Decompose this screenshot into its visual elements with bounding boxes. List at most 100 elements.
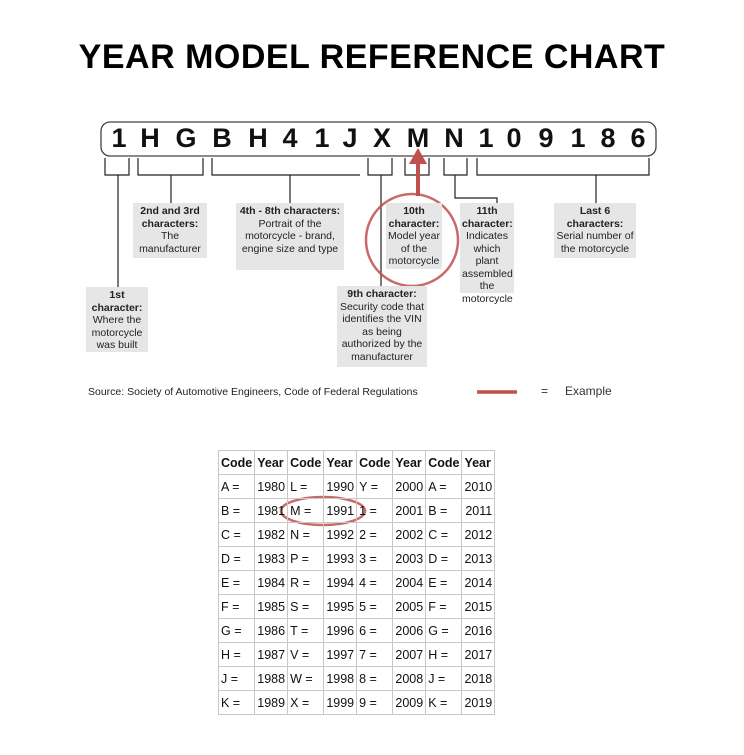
- year-cell: 2011: [461, 498, 496, 523]
- code-cell: C =: [217, 522, 256, 547]
- code-cell: 9 =: [356, 690, 394, 715]
- vin-character: 9: [538, 123, 554, 153]
- year-cell: 2007: [392, 642, 427, 667]
- bracket-last6: [476, 158, 650, 204]
- year-cell: 1997: [323, 642, 358, 667]
- column-header: Year: [461, 450, 496, 475]
- code-cell: 6 =: [356, 618, 394, 643]
- code-cell: K =: [217, 690, 256, 715]
- year-cell: 2019: [461, 690, 496, 715]
- code-cell: L =: [287, 474, 325, 499]
- code-cell: H =: [217, 642, 256, 667]
- code-cell: B =: [425, 498, 463, 523]
- year-cell: 2000: [392, 474, 427, 499]
- label-heading: 10th character:: [388, 205, 440, 230]
- year-code-table: Code Year Code Year Code Year Code Year A = 1980…: [217, 450, 496, 715]
- year-cell: 2005: [392, 594, 427, 619]
- code-cell: A =: [425, 474, 463, 499]
- label-text: Model year of the motorcycle: [388, 230, 440, 267]
- label-heading: 2nd and 3rd characters:: [140, 205, 200, 230]
- label-text: Where the motorcycle was built: [91, 314, 143, 351]
- code-cell: D =: [217, 546, 256, 571]
- vin-character: 8: [600, 123, 616, 153]
- year-cell: 2009: [392, 690, 427, 715]
- vin-character: 1: [111, 123, 127, 153]
- table-row: C = 1982 N = 1992 2 = 2002 C = 2012: [217, 522, 496, 547]
- year-cell: 2003: [392, 546, 427, 571]
- year-cell: 1986: [254, 618, 289, 643]
- table-row: E = 1984 R = 1994 4 = 2004 E = 2014: [217, 570, 496, 595]
- bracket-11th: [443, 158, 498, 205]
- legend-label: Example: [565, 384, 612, 398]
- bracket-4th-8th: [211, 158, 360, 204]
- label-1st-character: 1st character: Where the motorcycle was b…: [86, 287, 148, 352]
- code-cell: 1 =: [356, 498, 394, 523]
- table-row: B = 1981 M = 1991 1 = 2001 B = 2011: [217, 498, 496, 523]
- column-header: Code: [287, 450, 325, 475]
- bracket-1st: [104, 158, 130, 288]
- year-cell: 2017: [461, 642, 496, 667]
- table-row: F = 1985 S = 1995 5 = 2005 F = 2015: [217, 594, 496, 619]
- year-cell: 1998: [323, 666, 358, 691]
- code-cell: H =: [425, 642, 463, 667]
- year-cell: 2008: [392, 666, 427, 691]
- year-cell: 2018: [461, 666, 496, 691]
- bracket-2nd-3rd: [137, 158, 204, 204]
- year-cell: 1991: [323, 498, 358, 523]
- vin-character: M: [406, 123, 430, 153]
- code-cell: 2 =: [356, 522, 394, 547]
- year-cell: 2004: [392, 570, 427, 595]
- legend-equals: =: [541, 384, 549, 398]
- code-cell: 8 =: [356, 666, 394, 691]
- vin-character: J: [342, 123, 358, 153]
- year-cell: 1982: [254, 522, 289, 547]
- code-cell: 4 =: [356, 570, 394, 595]
- column-header: Year: [392, 450, 427, 475]
- arrow-head-icon: [409, 148, 427, 164]
- label-text: The manufacturer: [139, 230, 201, 255]
- code-cell: 7 =: [356, 642, 394, 667]
- code-cell: R =: [287, 570, 325, 595]
- year-cell: 1984: [254, 570, 289, 595]
- label-10th-character: 10th character: Model year of the motorcy…: [386, 203, 442, 269]
- label-text: Indicates which plant assembled the moto…: [462, 230, 513, 305]
- column-header: Code: [356, 450, 394, 475]
- label-heading: 11th character:: [462, 205, 513, 230]
- code-cell: B =: [217, 498, 256, 523]
- label-text: Serial number of the motorcycle: [556, 230, 634, 255]
- year-cell: 2010: [461, 474, 496, 499]
- code-cell: K =: [425, 690, 463, 715]
- code-cell: M =: [287, 498, 325, 523]
- year-cell: 2001: [392, 498, 427, 523]
- code-cell: E =: [217, 570, 256, 595]
- code-cell: X =: [287, 690, 325, 715]
- column-header: Code: [425, 450, 463, 475]
- year-cell: 1980: [254, 474, 289, 499]
- label-9th-character: 9th character: Security code that identif…: [337, 286, 427, 367]
- year-cell: 1985: [254, 594, 289, 619]
- vin-character: 0: [506, 123, 522, 153]
- code-cell: P =: [287, 546, 325, 571]
- vin-character: B: [212, 123, 232, 153]
- table-row: D = 1983 P = 1993 3 = 2003 D = 2013: [217, 546, 496, 571]
- code-cell: W =: [287, 666, 325, 691]
- year-cell: 2012: [461, 522, 496, 547]
- year-cell: 1988: [254, 666, 289, 691]
- table-row: A = 1980 L = 1990 Y = 2000 A = 2010: [217, 474, 496, 499]
- label-text: Security code that identifies the VIN as…: [339, 300, 425, 363]
- vin-character: 4: [282, 123, 298, 153]
- vin-character: H: [248, 123, 268, 153]
- vin-character: 1: [570, 123, 586, 153]
- year-cell: 1996: [323, 618, 358, 643]
- code-cell: Y =: [356, 474, 394, 499]
- year-cell: 1983: [254, 546, 289, 571]
- year-cell: 2014: [461, 570, 496, 595]
- code-cell: S =: [287, 594, 325, 619]
- year-cell: 1995: [323, 594, 358, 619]
- year-cell: 2006: [392, 618, 427, 643]
- year-cell: 1987: [254, 642, 289, 667]
- code-cell: G =: [217, 618, 256, 643]
- vin-frame: [100, 121, 657, 157]
- year-cell: 1990: [323, 474, 358, 499]
- page-title: YEAR MODEL REFERENCE CHART: [78, 38, 666, 76]
